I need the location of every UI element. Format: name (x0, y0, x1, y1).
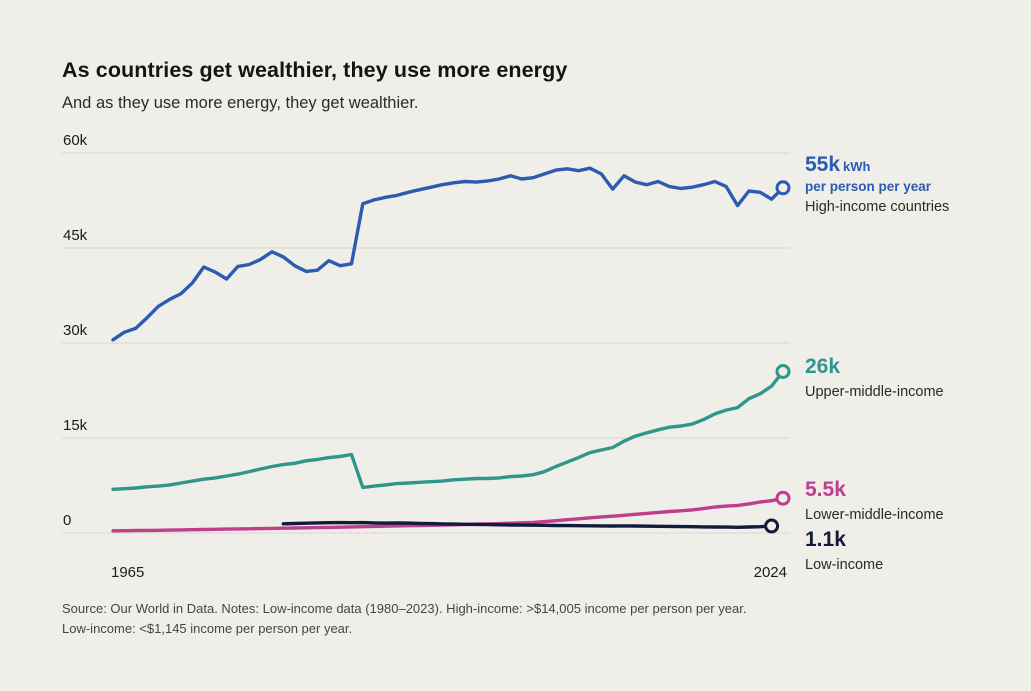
annotation-high-income: 55k kWh per person per year High-income c… (805, 152, 949, 217)
page-subtitle: And as they use more energy, they get we… (62, 94, 419, 112)
y-tick-label-60k: 60k (63, 133, 88, 149)
low-income-label: Low-income (805, 556, 884, 573)
high-income-unit: kWh (843, 159, 871, 174)
series-endpoint-upper-middle-income (775, 364, 791, 379)
line-chart: 0 15k 30k 45k 60k 1965 2024 (62, 133, 791, 581)
high-income-subline: per person per year (805, 178, 932, 194)
series-line-low-income (281, 520, 774, 529)
lower-middle-label: Lower-middle-income (805, 506, 944, 523)
upper-middle-label: Upper-middle-income (805, 383, 944, 400)
y-tick-label-15k: 15k (63, 417, 88, 434)
y-tick-label-45k: 45k (63, 227, 88, 244)
annotation-low-income: 1.1k Low-income (805, 527, 883, 574)
page-title: As countries get wealthier, they use mor… (62, 58, 568, 82)
upper-middle-value: 26k (805, 355, 841, 378)
series-endpoint-high-income (775, 180, 791, 196)
high-income-value: 55k (805, 153, 841, 176)
high-income-label: High-income countries (805, 199, 950, 216)
annotation-upper-middle-income: 26k Upper-middle-income (805, 354, 944, 401)
series-line-high-income (111, 166, 785, 342)
lower-middle-value: 5.5k (805, 478, 846, 501)
x-tick-label-2024: 2024 (754, 564, 787, 581)
source-note-line1: Source: Our World in Data. Notes: Low-in… (62, 601, 747, 616)
x-tick-label-1965: 1965 (111, 564, 144, 581)
series-endpoint-low-income (764, 518, 780, 534)
low-income-value: 1.1k (805, 528, 846, 551)
series-endpoint-lower-middle-income (775, 490, 791, 506)
y-tick-label-0: 0 (63, 512, 71, 529)
annotation-lower-middle-income: 5.5k Lower-middle-income (805, 477, 944, 524)
source-note: Source: Our World in Data. Notes: Low-in… (62, 599, 807, 638)
source-note-line2: Low-income: <$1,145 income per person pe… (62, 620, 353, 636)
series-line-upper-middle-income (111, 369, 785, 491)
y-tick-label-30k: 30k (63, 322, 88, 339)
